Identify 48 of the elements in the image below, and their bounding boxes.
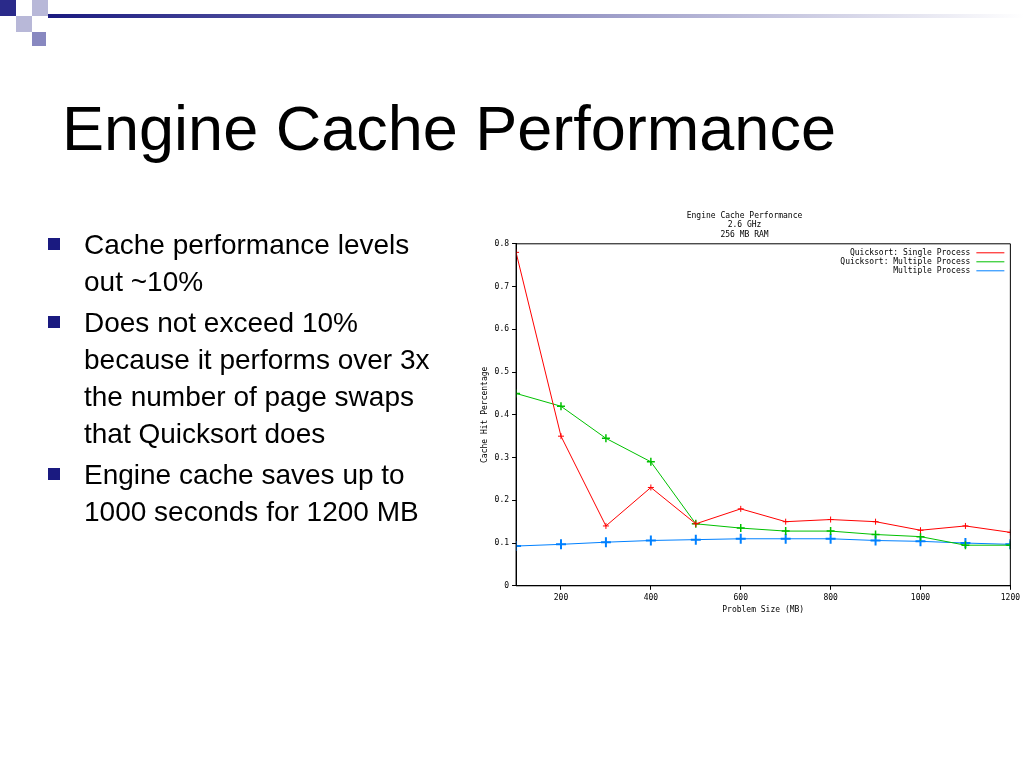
y-tick-label: 0.5 bbox=[494, 367, 510, 377]
point bbox=[734, 532, 747, 545]
y-tick-label: 0.2 bbox=[494, 495, 510, 505]
legend-label: Quicksort: Multiple Process bbox=[840, 256, 971, 266]
text: Engine Cache Performance bbox=[62, 92, 836, 164]
text: Does not exceed 10% because it performs over 3x the number of page swaps that Quicksort does bbox=[84, 306, 431, 451]
point bbox=[916, 526, 924, 534]
point bbox=[824, 532, 837, 545]
point bbox=[780, 526, 791, 536]
point bbox=[557, 432, 565, 440]
text: Engine cache saves up to 1000 seconds for 1200 MB bbox=[84, 458, 420, 529]
point bbox=[825, 526, 836, 536]
x-tick-label: 400 bbox=[643, 592, 659, 602]
y-tick-label: 0.7 bbox=[494, 281, 510, 291]
point bbox=[646, 457, 656, 467]
y-tick-label: 0.8 bbox=[494, 238, 510, 248]
x-tick-label: 800 bbox=[823, 592, 839, 602]
point bbox=[647, 483, 655, 491]
point bbox=[601, 433, 611, 444]
point bbox=[735, 523, 746, 533]
y-tick-label: 0 bbox=[504, 580, 510, 590]
x-tick-label: 1200 bbox=[1000, 592, 1021, 602]
point bbox=[782, 518, 790, 526]
point bbox=[961, 522, 969, 530]
chart-subtitle: 2.6 GHz 256 MB RAM bbox=[720, 220, 769, 240]
chart-title: Engine Cache Performance bbox=[686, 210, 803, 220]
y-tick-label: 0.4 bbox=[494, 409, 510, 419]
legend-label: Quicksort: Single Process bbox=[849, 247, 971, 257]
point bbox=[827, 516, 835, 524]
y-axis-title: Cache Hit Percentage bbox=[479, 366, 489, 463]
y-tick-label: 0.6 bbox=[494, 324, 510, 334]
x-tick-label: 200 bbox=[553, 592, 569, 602]
text: Cache performance levels out ~10% bbox=[84, 228, 411, 299]
point bbox=[556, 401, 566, 411]
point bbox=[737, 505, 745, 513]
point bbox=[872, 518, 880, 526]
point bbox=[869, 534, 882, 547]
point bbox=[599, 536, 612, 549]
legend-label: Multiple Process bbox=[893, 265, 971, 275]
point bbox=[689, 533, 702, 546]
x-tick-label: 1000 bbox=[910, 592, 931, 602]
y-tick-label: 0.1 bbox=[494, 538, 510, 548]
point bbox=[602, 522, 610, 530]
x-axis-title: Problem Size (MB) bbox=[722, 605, 805, 615]
point bbox=[644, 534, 657, 547]
y-tick-label: 0.3 bbox=[494, 452, 510, 462]
point bbox=[779, 532, 792, 545]
x-tick-label: 600 bbox=[733, 592, 749, 602]
